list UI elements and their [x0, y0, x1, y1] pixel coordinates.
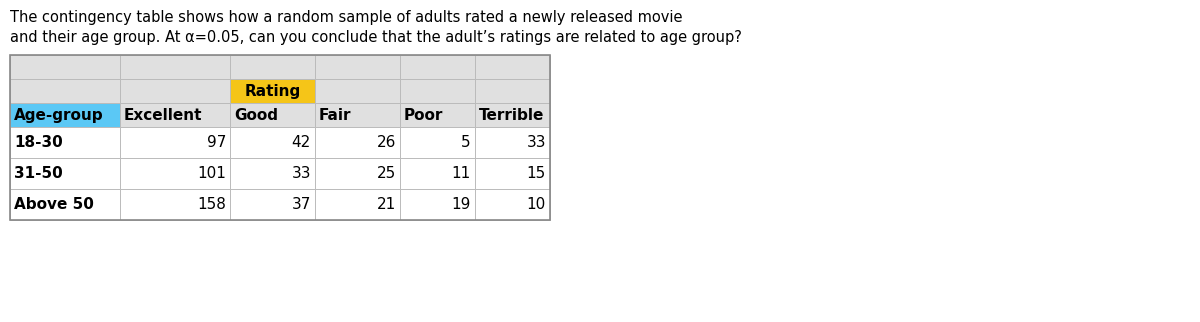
Bar	[120, 79, 230, 103]
Text: Good: Good	[234, 108, 278, 122]
Text: 10: 10	[527, 197, 546, 212]
Bar	[10, 127, 120, 158]
Text: 158: 158	[197, 197, 226, 212]
Text: 42: 42	[292, 135, 311, 150]
Bar	[10, 158, 120, 189]
Bar	[314, 79, 400, 103]
Text: 97: 97	[206, 135, 226, 150]
Bar	[120, 189, 230, 220]
Text: 33: 33	[292, 166, 311, 181]
Text: 5: 5	[461, 135, 470, 150]
Bar	[10, 79, 120, 103]
Text: 21: 21	[377, 197, 396, 212]
Text: Age-group: Age-group	[14, 108, 103, 122]
Text: Excellent: Excellent	[124, 108, 203, 122]
Bar	[10, 189, 120, 220]
Bar	[400, 189, 475, 220]
Bar	[230, 103, 314, 127]
Bar	[400, 79, 475, 103]
Text: The contingency table shows how a random sample of adults rated a newly released: The contingency table shows how a random…	[10, 10, 683, 25]
Text: Rating: Rating	[245, 83, 301, 99]
Bar	[230, 189, 314, 220]
Bar	[314, 189, 400, 220]
Bar	[314, 158, 400, 189]
Bar	[314, 55, 400, 79]
Bar	[400, 55, 475, 79]
Bar	[475, 55, 550, 79]
Bar	[475, 189, 550, 220]
Text: and their age group. At α=0.05, can you conclude that the adult’s ratings are re: and their age group. At α=0.05, can you …	[10, 30, 742, 45]
Bar	[10, 55, 550, 220]
Bar	[10, 103, 120, 127]
Text: 26: 26	[377, 135, 396, 150]
Bar	[120, 103, 230, 127]
Text: Poor: Poor	[404, 108, 443, 122]
Text: 15: 15	[527, 166, 546, 181]
Text: 19: 19	[451, 197, 470, 212]
Text: 33: 33	[527, 135, 546, 150]
Bar	[230, 79, 314, 103]
Text: Fair: Fair	[319, 108, 352, 122]
Text: 25: 25	[377, 166, 396, 181]
Bar	[400, 103, 475, 127]
Text: Above 50: Above 50	[14, 197, 94, 212]
Bar	[230, 127, 314, 158]
Bar	[400, 158, 475, 189]
Bar	[120, 158, 230, 189]
Bar	[314, 127, 400, 158]
Bar	[120, 55, 230, 79]
Bar	[120, 127, 230, 158]
Text: 37: 37	[292, 197, 311, 212]
Text: 31-50: 31-50	[14, 166, 62, 181]
Text: Terrible: Terrible	[479, 108, 545, 122]
Text: 11: 11	[451, 166, 470, 181]
Bar	[400, 127, 475, 158]
Bar	[475, 103, 550, 127]
Bar	[314, 103, 400, 127]
Bar	[230, 158, 314, 189]
Text: 18-30: 18-30	[14, 135, 62, 150]
Bar	[475, 79, 550, 103]
Bar	[230, 55, 314, 79]
Bar	[475, 158, 550, 189]
Bar	[10, 55, 120, 79]
Bar	[475, 127, 550, 158]
Text: 101: 101	[197, 166, 226, 181]
